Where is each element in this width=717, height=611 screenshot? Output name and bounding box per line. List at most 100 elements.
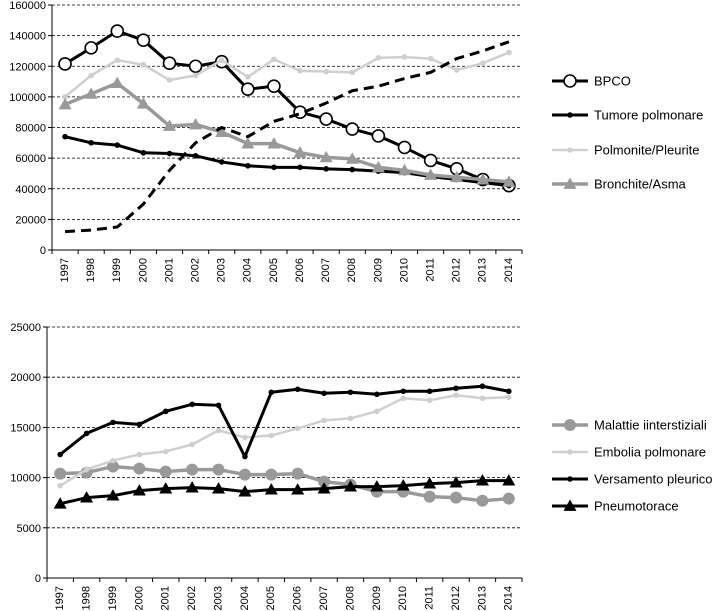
series-polmonite-pleurite-point <box>166 77 173 83</box>
series-tumore-polmonare-point <box>166 150 173 157</box>
legend-entry: Pneumotorace <box>552 499 679 514</box>
legend-entry: Tumore polmonare <box>552 108 703 123</box>
legend-entry: Polmonite/Pleurite <box>552 143 700 158</box>
legend-swatch-point <box>563 177 577 189</box>
series-versamento-pleurico-point <box>400 388 407 395</box>
series-polmonite-pleurite-point <box>140 61 147 68</box>
series-polmonite-pleurite-point <box>218 57 225 63</box>
series-versamento-pleurico-point <box>242 453 248 460</box>
legend-entry: BPCO <box>552 74 631 89</box>
legend-swatch-point <box>563 74 577 88</box>
series-embolia-polmonare-line <box>59 394 509 487</box>
series-malattie-iinterstiziali-point <box>159 465 172 478</box>
chart-2: 0 5000 10000 15000 20000 25000 1997 1998 1999 200… <box>10 322 712 610</box>
series-bpco-point <box>423 153 438 168</box>
series-embolia-polmonare-point <box>479 395 486 402</box>
series-malattie-iinterstiziali-point <box>423 490 436 503</box>
series-bronchite-asma-point <box>241 137 255 149</box>
series-malattie-iinterstiziali-point <box>186 463 199 476</box>
series-malattie-iinterstiziali-point <box>502 492 515 505</box>
series-polmonite-pleurite <box>62 49 512 100</box>
series-bpco-point <box>397 140 412 155</box>
series-pneumotorace-point <box>264 483 278 495</box>
series-polmonite-pleurite-point <box>192 72 199 79</box>
series-tumore-polmonare-point <box>349 166 356 173</box>
x-tick-label: 2013 <box>476 586 488 610</box>
series-polmonite-pleurite-line <box>64 51 510 98</box>
series-embolia-polmonare-point <box>400 395 407 402</box>
series-tumore-polmonare-point <box>62 133 68 140</box>
series-bronchite-asma-point <box>345 152 359 164</box>
x-tick-label: 1997 <box>59 258 71 282</box>
x-tick-label: 2002 <box>190 258 202 282</box>
y-tick-label: 160000 <box>9 0 46 12</box>
series-bronchite-asma-point <box>398 163 411 176</box>
y-tick-label: 25000 <box>10 322 41 334</box>
series-bronchite-asma-point <box>267 137 281 149</box>
series-polmonite-pleurite-point <box>480 60 486 66</box>
legend-entry: Bronchite/Asma <box>552 177 687 192</box>
series-versamento-pleurico-point <box>453 385 459 392</box>
series-bpco-point <box>345 122 360 136</box>
series-bronchite-asma <box>58 76 516 187</box>
series-embolia-polmonare-point <box>426 397 433 404</box>
legend-entry: Malattie iinterstiziali <box>552 418 707 433</box>
series-polmonite-pleurite-point <box>506 49 512 56</box>
x-tick-label: 2009 <box>372 258 384 282</box>
x-tick-label: 2005 <box>265 586 277 610</box>
series-pneumotorace-point <box>53 497 67 509</box>
series-polmonite-pleurite-point <box>271 56 277 63</box>
x-tick-label: 2003 <box>212 586 224 610</box>
series-polmonite-pleurite-point <box>453 67 460 73</box>
series-tumore-polmonare-point <box>218 159 225 165</box>
series-polmonite-pleurite-point <box>245 74 251 80</box>
series-pneumotorace-point <box>423 477 437 489</box>
x-tick-label: 2004 <box>239 586 251 610</box>
series-malattie-iinterstiziali-point <box>450 491 463 504</box>
x-tick-label: 2009 <box>371 586 383 610</box>
series-pneumotorace-point <box>159 482 173 494</box>
series-tumore-polmonare-point <box>114 142 121 148</box>
series-versamento-pleurico-point <box>347 389 354 396</box>
legend-label: Polmonite/Pleurite <box>594 143 700 158</box>
x-tick-label: 1998 <box>85 258 97 282</box>
series-tumore-polmonare-point <box>245 162 251 169</box>
x-tick-label: 1997 <box>54 586 66 610</box>
series-versamento-pleurico-point <box>83 430 90 437</box>
series-pneumotorace-point <box>449 476 463 488</box>
series-polmonite-pleurite-point <box>297 68 303 74</box>
y-tick-label: 140000 <box>9 31 46 43</box>
series-versamento-pleurico-point <box>506 388 512 395</box>
series-bronchite-asma-point <box>476 173 490 185</box>
series-versamento-pleurico-point <box>57 451 63 458</box>
series-embolia-polmonare-point <box>110 457 116 464</box>
series-bpco-point <box>371 129 386 143</box>
legend-swatch-point <box>567 476 573 482</box>
y-tick-label: 120000 <box>9 61 46 73</box>
x-tick-label: 2004 <box>242 258 254 282</box>
series-embolia-polmonare-point <box>374 408 380 415</box>
series-tumore-polmonare-point <box>140 149 147 156</box>
series-bpco-point <box>319 112 333 126</box>
series-pneumotorace-point <box>396 479 410 491</box>
x-tick-label: 2012 <box>450 586 462 610</box>
legend-swatch-point <box>563 499 577 511</box>
legend-label: BPCO <box>594 74 631 89</box>
series-versamento-pleurico-point <box>189 401 195 408</box>
series-bronchite-asma-point <box>293 146 307 158</box>
series-versamento-pleurico-point <box>110 419 116 426</box>
series-malattie-iinterstiziali <box>54 460 515 507</box>
series-versamento-pleurico-line <box>59 384 510 459</box>
series-embolia-polmonare-point <box>506 394 512 401</box>
legend-swatch-point <box>567 112 573 118</box>
series-embolia-polmonare-point <box>321 417 327 424</box>
series-polmonite-pleurite-point <box>114 57 121 63</box>
series-embolia-polmonare-point <box>215 427 222 434</box>
x-tick-label: 1999 <box>111 258 123 282</box>
y-tick-label: 5000 <box>17 523 41 535</box>
series-versamento-pleurico-point <box>294 386 301 393</box>
series-versamento-pleurico-point <box>215 402 222 409</box>
series-versamento-pleurico-point <box>374 391 380 398</box>
series-bronchite-asma-point <box>189 117 203 130</box>
series-bronchite-asma-point <box>163 119 176 131</box>
